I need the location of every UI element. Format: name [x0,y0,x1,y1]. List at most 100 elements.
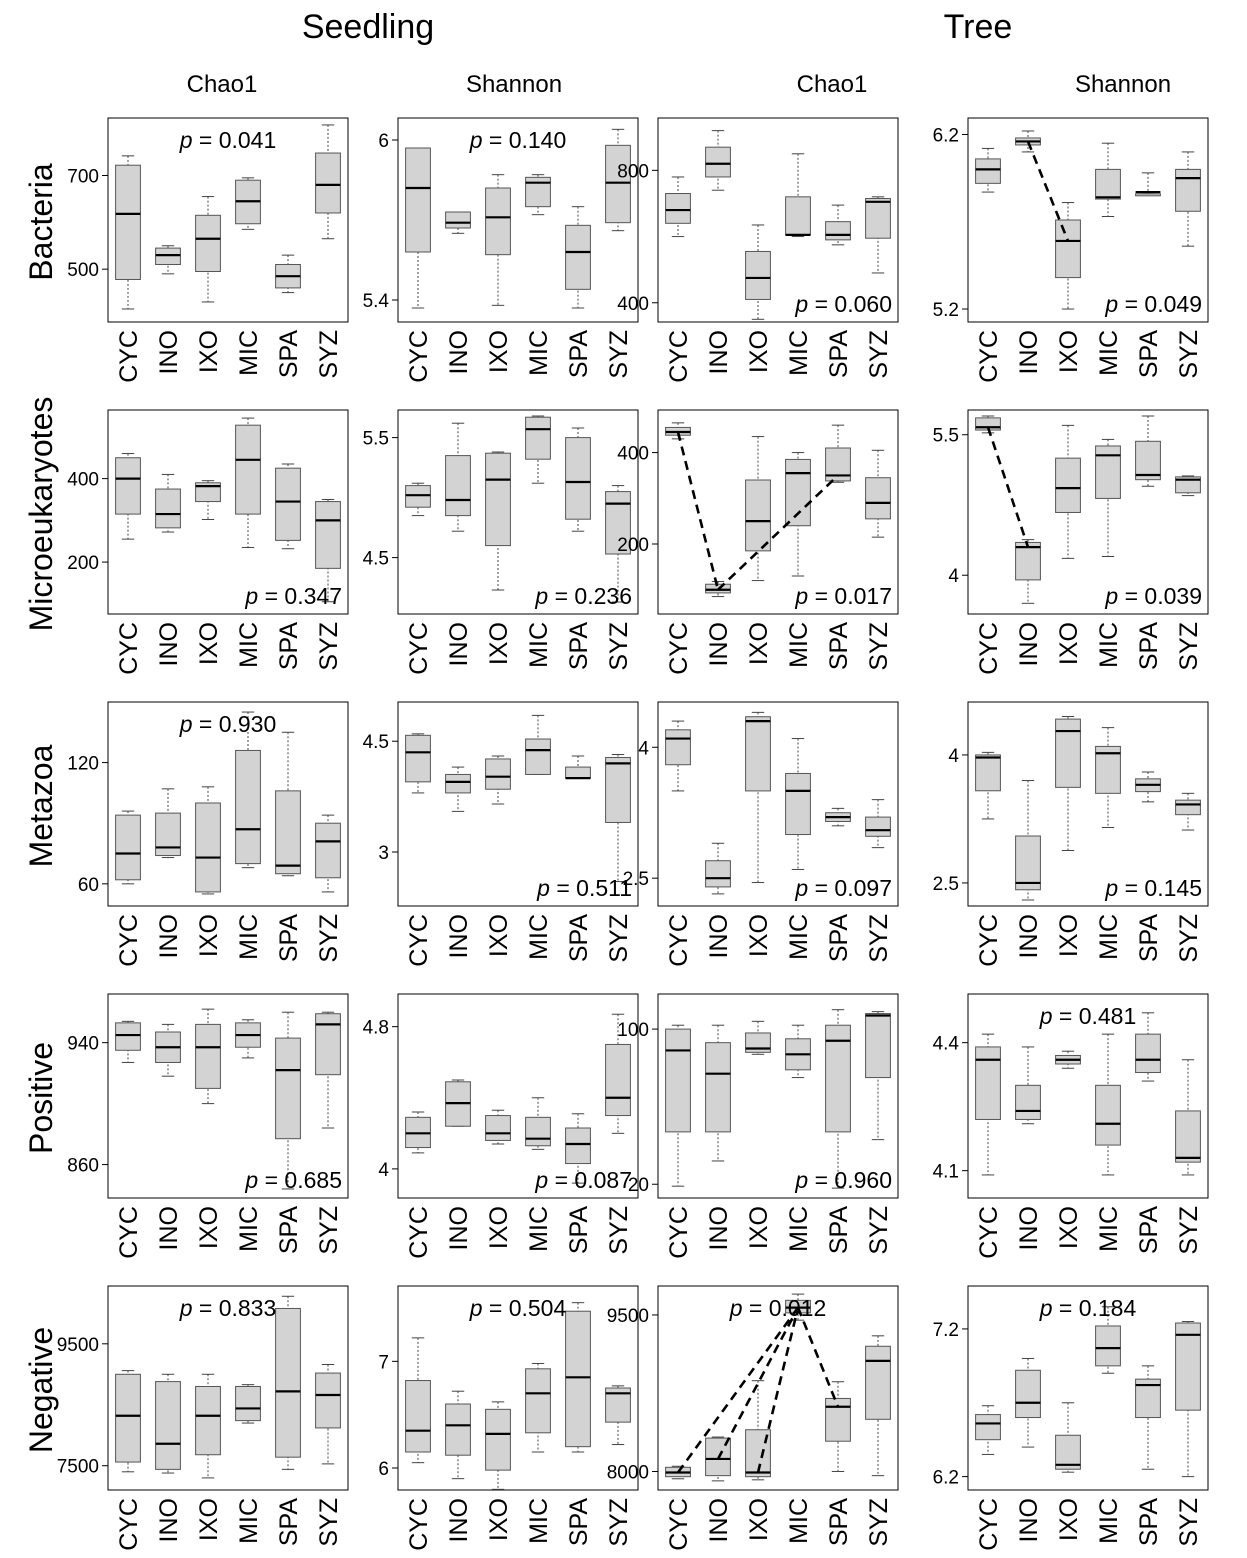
box-syz [865,1011,891,1141]
box-ixo [485,1109,511,1145]
significance-connector [986,426,1030,548]
panel-negative-seedling-chao1: 7500 9500 p = 0.833 CYC INO IXO MIC SPA SYZ [57,1285,349,1551]
panel-frame [397,117,639,323]
box-cyc [665,720,691,792]
category-label-mic: MIC [525,330,553,376]
category-label-spa: SPA [1135,330,1163,378]
box-ino [155,1373,181,1474]
box-mic [1095,1306,1121,1374]
box-iqr [485,758,511,790]
box-mic [1095,142,1121,218]
category-label-ino: INO [705,622,733,666]
category-label-ixo: IXO [485,1206,513,1249]
box-iqr [785,772,811,836]
p-value-label: p = 0.017 [794,583,892,609]
box-syz [605,1013,631,1134]
box-spa [275,731,301,877]
box-iqr [785,458,811,527]
panel-negative-tree-chao1: 8000 9500 p = 0.012 CYC INO IXO MIC SPA SYZ [607,1285,899,1551]
box-iqr [525,738,551,775]
box-ixo [485,174,511,306]
category-label-spa: SPA [275,914,303,962]
box-cyc [115,453,141,540]
panel-frame [107,1285,349,1491]
category-label-syz: SYZ [315,1206,343,1255]
box-cyc [975,147,1001,193]
box-ino [445,422,471,532]
category-label-mic: MIC [785,622,813,668]
panel-frame [657,701,899,907]
category-label-ino: INO [155,622,183,666]
box-iqr [275,1037,301,1140]
category-label-mic: MIC [785,1206,813,1252]
y-tick-label: 4.4 [933,1034,960,1055]
box-cyc [975,751,1001,820]
category-label-ino: INO [705,330,733,374]
category-label-ino: INO [155,914,183,958]
category-label-mic: MIC [785,1498,813,1544]
category-label-mic: MIC [785,330,813,376]
box-iqr [1135,193,1161,197]
box-mic [235,177,261,230]
category-label-mic: MIC [525,622,553,668]
box-spa [565,427,591,532]
box-ixo [745,711,771,884]
category-label-ixo: IXO [485,914,513,957]
y-tick-label: 60 [78,875,99,896]
category-label-syz: SYZ [605,330,633,379]
category-label-ino: INO [1015,914,1043,958]
y-tick-label: 7500 [57,1457,99,1478]
box-spa [565,1302,591,1453]
box-ino [705,130,731,191]
p-value-label: p = 0.960 [794,1167,892,1193]
box-iqr [315,822,341,879]
panel-positive-seedling-shannon: 4 4.8 p = 0.087 CYC INO IXO MIC SPA SYZ [363,993,639,1259]
p-value-label: p = 0.685 [244,1167,342,1193]
box-iqr [315,1372,341,1429]
y-tick-label: 5.5 [933,426,959,447]
box-ino [1015,1046,1041,1125]
box-ixo [745,1020,771,1055]
box-iqr [565,766,591,779]
panel-metazoa-seedling-chao1: 60 120 p = 0.930 CYC INO IXO MIC SPA SYZ [67,701,349,967]
category-label-cyc: CYC [405,914,433,967]
category-label-ino: INO [445,1206,473,1250]
p-value-label: p = 0.930 [179,711,277,737]
category-label-syz: SYZ [315,1498,343,1547]
y-tick-label: 700 [67,167,99,188]
category-label-syz: SYZ [865,1206,893,1255]
box-iqr [975,1414,1001,1441]
category-label-cyc: CYC [665,330,693,383]
y-tick-label: 860 [67,1156,99,1177]
category-label-mic: MIC [785,914,813,960]
category-label-mic: MIC [525,1498,553,1544]
category-label-syz: SYZ [865,1498,893,1547]
box-cyc [115,1020,141,1063]
box-iqr [665,1028,691,1133]
box-iqr [825,221,851,241]
category-label-cyc: CYC [975,622,1003,675]
box-cyc [665,1024,691,1187]
box-ino [155,1023,181,1077]
y-tick-label: 7.2 [933,1320,959,1341]
box-iqr [975,1046,1001,1120]
box-iqr [1135,440,1161,481]
box-spa [825,1009,851,1189]
box-iqr [445,455,471,517]
box-iqr [865,197,891,239]
box-syz [865,196,891,274]
group-header-tree: Tree [944,8,1013,46]
box-iqr [1055,1434,1081,1470]
panel-microeukaryotes-tree-shannon: 4 5.5 p = 0.039 CYC INO IXO MIC SPA SYZ [933,409,1209,675]
box-syz [1175,151,1201,247]
group-header-seedling: Seedling [302,8,434,46]
p-value-label: p = 0.833 [179,1295,277,1321]
box-syz [865,799,891,849]
box-iqr [115,1022,141,1051]
y-tick-label: 5.5 [363,429,389,450]
category-label-mic: MIC [1095,1206,1123,1252]
box-iqr [665,193,691,224]
y-tick-label: 7 [378,1352,389,1373]
category-label-ixo: IXO [1055,622,1083,665]
box-iqr [405,734,431,783]
